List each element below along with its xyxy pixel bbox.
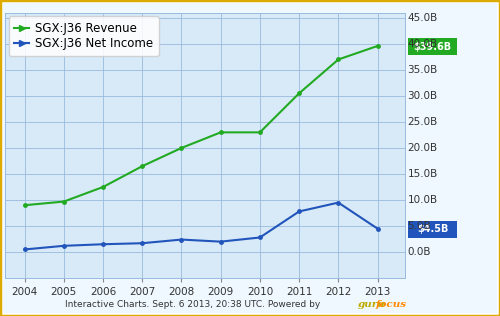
SGX:J36 Net Income (178, 238, 184, 241)
Legend: SGX:J36 Revenue, SGX:J36 Net Income: SGX:J36 Revenue, SGX:J36 Net Income (8, 16, 158, 56)
SGX:J36 Net Income (61, 244, 67, 248)
Text: focus: focus (376, 301, 407, 309)
SGX:J36 Revenue (336, 58, 342, 61)
Text: $4.5B: $4.5B (417, 224, 448, 234)
Text: 45.0B: 45.0B (408, 13, 438, 23)
SGX:J36 Revenue (257, 131, 263, 134)
SGX:J36 Revenue (100, 185, 106, 189)
SGX:J36 Revenue (218, 131, 224, 134)
SGX:J36 Revenue (374, 44, 380, 48)
Text: 0.0B: 0.0B (408, 247, 431, 257)
Line: SGX:J36 Revenue: SGX:J36 Revenue (22, 44, 380, 208)
Text: 35.0B: 35.0B (408, 65, 438, 75)
SGX:J36 Net Income (218, 240, 224, 244)
Text: Interactive Charts. Sept. 6 2013, 20:38 UTC. Powered by: Interactive Charts. Sept. 6 2013, 20:38 … (65, 301, 320, 309)
SGX:J36 Revenue (22, 203, 28, 207)
SGX:J36 Net Income (100, 242, 106, 246)
SGX:J36 Net Income (22, 247, 28, 251)
Text: 5.0B: 5.0B (408, 221, 431, 231)
SGX:J36 Net Income (296, 210, 302, 213)
Text: 40.0B: 40.0B (408, 39, 438, 49)
Text: 30.0B: 30.0B (408, 91, 438, 101)
SGX:J36 Revenue (61, 200, 67, 204)
Line: SGX:J36 Net Income: SGX:J36 Net Income (22, 200, 380, 252)
SGX:J36 Revenue (140, 164, 145, 168)
Text: $39.6B: $39.6B (414, 42, 452, 52)
Text: 15.0B: 15.0B (408, 169, 438, 179)
Text: 25.0B: 25.0B (408, 117, 438, 127)
SGX:J36 Revenue (178, 146, 184, 150)
SGX:J36 Net Income (374, 227, 380, 231)
SGX:J36 Net Income (257, 236, 263, 240)
SGX:J36 Net Income (336, 201, 342, 204)
SGX:J36 Revenue (296, 91, 302, 95)
Text: 20.0B: 20.0B (408, 143, 438, 153)
Text: guru: guru (358, 301, 385, 309)
SGX:J36 Net Income (140, 241, 145, 245)
Text: 10.0B: 10.0B (408, 195, 438, 205)
